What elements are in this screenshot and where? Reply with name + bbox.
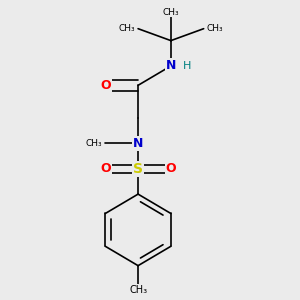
Text: N: N [166,59,176,72]
Text: CH₃: CH₃ [129,285,147,295]
Text: O: O [166,162,176,175]
Text: S: S [133,162,143,176]
Text: O: O [100,162,111,175]
Text: H: H [183,61,191,71]
Text: CH₃: CH₃ [118,24,135,33]
Text: CH₃: CH₃ [163,8,179,17]
Text: N: N [133,137,143,150]
Text: —: — [166,5,176,15]
Text: CH₃: CH₃ [207,24,223,33]
Text: CH₃: CH₃ [86,139,102,148]
Text: O: O [100,79,111,92]
